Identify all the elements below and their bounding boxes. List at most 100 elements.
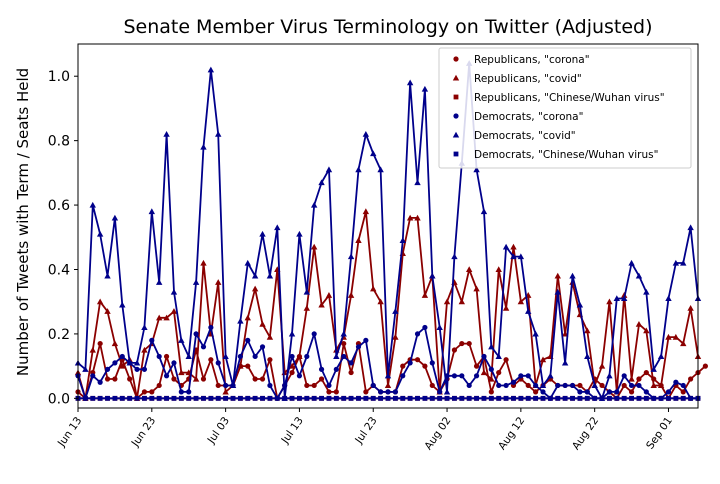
data-point-5-46 bbox=[415, 396, 420, 401]
data-point-0-83 bbox=[688, 376, 693, 381]
data-point-5-45 bbox=[408, 396, 413, 401]
data-point-5-11 bbox=[157, 396, 162, 401]
data-point-0-35 bbox=[334, 389, 339, 394]
data-point-5-20 bbox=[223, 396, 228, 401]
data-point-5-68 bbox=[578, 396, 583, 401]
data-point-4-58 bbox=[503, 244, 509, 250]
data-point-1-52 bbox=[459, 298, 465, 304]
data-point-5-74 bbox=[622, 396, 627, 401]
data-point-4-55 bbox=[481, 208, 487, 214]
data-point-5-33 bbox=[319, 396, 324, 401]
data-point-3-46 bbox=[415, 331, 420, 336]
data-point-1-42 bbox=[385, 382, 391, 388]
data-point-3-53 bbox=[467, 383, 472, 388]
data-point-4-72 bbox=[606, 373, 612, 379]
data-point-0-34 bbox=[326, 389, 331, 394]
data-point-0-75 bbox=[629, 389, 634, 394]
data-point-3-14 bbox=[179, 389, 184, 394]
data-point-5-9 bbox=[142, 396, 147, 401]
data-point-3-22 bbox=[238, 354, 243, 359]
data-point-3-19 bbox=[216, 360, 221, 365]
data-point-4-2 bbox=[90, 202, 96, 208]
data-point-0-9 bbox=[142, 389, 147, 394]
data-point-4-61 bbox=[525, 308, 531, 314]
data-point-0-19 bbox=[216, 383, 221, 388]
data-point-1-34 bbox=[326, 292, 332, 298]
data-point-0-51 bbox=[452, 347, 457, 352]
data-point-4-38 bbox=[355, 166, 361, 172]
data-point-3-3 bbox=[98, 380, 103, 385]
data-point-0-10 bbox=[149, 389, 154, 394]
data-point-3-81 bbox=[673, 380, 678, 385]
data-point-5-16 bbox=[194, 396, 199, 401]
data-point-5-75 bbox=[629, 396, 634, 401]
data-point-4-4 bbox=[104, 273, 110, 279]
data-point-0-33 bbox=[319, 376, 324, 381]
data-point-3-60 bbox=[518, 373, 523, 378]
data-point-3-76 bbox=[636, 383, 641, 388]
data-point-1-2 bbox=[90, 347, 96, 353]
data-point-1-65 bbox=[555, 273, 561, 279]
data-point-1-40 bbox=[370, 286, 376, 292]
data-point-3-17 bbox=[201, 344, 206, 349]
data-point-1-37 bbox=[348, 292, 354, 298]
data-point-4-27 bbox=[274, 224, 280, 230]
data-point-3-11 bbox=[157, 354, 162, 359]
data-point-5-56 bbox=[489, 396, 494, 401]
data-point-4-16 bbox=[193, 279, 199, 285]
data-point-3-48 bbox=[430, 360, 435, 365]
data-point-4-39 bbox=[363, 131, 369, 137]
data-point-4-12 bbox=[163, 131, 169, 137]
x-tick-label-2: Jul 03 bbox=[205, 415, 232, 447]
data-point-5-64 bbox=[548, 396, 553, 401]
data-point-4-45 bbox=[407, 79, 413, 85]
data-point-5-47 bbox=[423, 396, 428, 401]
data-point-0-23 bbox=[245, 364, 250, 369]
data-point-3-24 bbox=[253, 354, 258, 359]
legend-marker-5 bbox=[454, 152, 459, 157]
data-point-0-56 bbox=[489, 389, 494, 394]
data-point-5-19 bbox=[216, 396, 221, 401]
data-point-4-30 bbox=[296, 231, 302, 237]
data-point-5-73 bbox=[614, 396, 619, 401]
data-point-0-44 bbox=[400, 364, 405, 369]
data-point-5-48 bbox=[430, 396, 435, 401]
data-point-1-54 bbox=[473, 286, 479, 292]
data-point-3-52 bbox=[459, 373, 464, 378]
data-point-3-13 bbox=[171, 360, 176, 365]
data-point-3-33 bbox=[319, 367, 324, 372]
legend-label-0: Republicans, "corona" bbox=[474, 54, 590, 66]
data-point-5-41 bbox=[378, 396, 383, 401]
data-point-5-54 bbox=[474, 396, 479, 401]
data-point-1-72 bbox=[606, 298, 612, 304]
x-tick-label-1: Jun 23 bbox=[129, 415, 158, 450]
data-point-4-79 bbox=[658, 353, 664, 359]
data-point-3-30 bbox=[297, 373, 302, 378]
data-point-0-61 bbox=[526, 383, 531, 388]
data-point-3-35 bbox=[334, 367, 339, 372]
data-point-4-14 bbox=[178, 337, 184, 343]
data-point-0-26 bbox=[267, 357, 272, 362]
data-point-5-6 bbox=[120, 396, 125, 401]
data-point-4-17 bbox=[200, 144, 206, 150]
x-tick-label-4: Jul 23 bbox=[352, 415, 379, 447]
data-point-5-62 bbox=[533, 396, 538, 401]
data-point-3-41 bbox=[378, 389, 383, 394]
data-point-0-37 bbox=[348, 370, 353, 375]
data-point-5-55 bbox=[482, 396, 487, 401]
data-point-4-46 bbox=[414, 179, 420, 185]
data-point-3-66 bbox=[563, 383, 568, 388]
data-point-1-38 bbox=[355, 237, 361, 243]
data-point-0-24 bbox=[253, 376, 258, 381]
data-point-4-67 bbox=[569, 273, 575, 279]
data-point-5-36 bbox=[341, 396, 346, 401]
data-point-5-49 bbox=[437, 396, 442, 401]
data-point-5-78 bbox=[651, 396, 656, 401]
data-point-4-3 bbox=[97, 231, 103, 237]
data-point-0-85 bbox=[703, 364, 708, 369]
data-point-3-26 bbox=[267, 383, 272, 388]
data-point-0-17 bbox=[201, 376, 206, 381]
data-point-0-53 bbox=[467, 341, 472, 346]
data-point-5-82 bbox=[681, 396, 686, 401]
